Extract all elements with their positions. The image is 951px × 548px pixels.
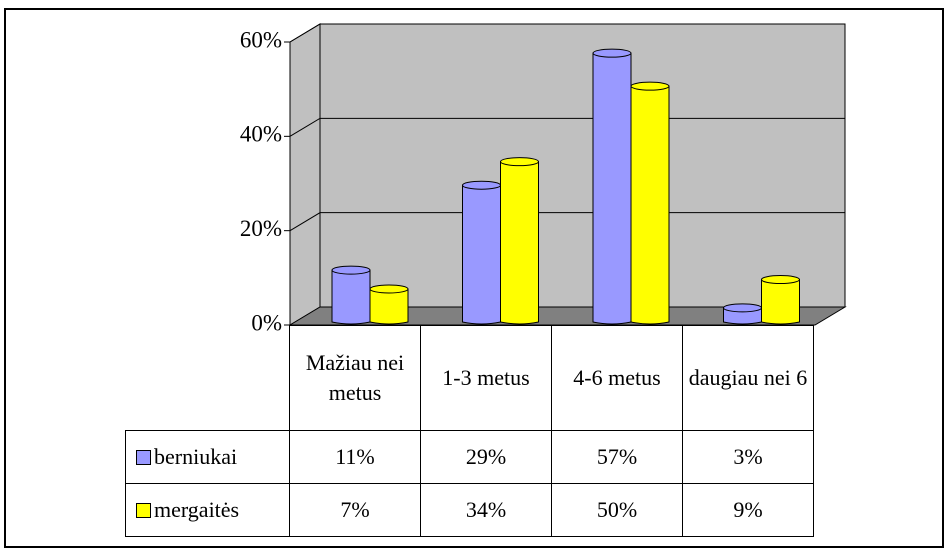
bar-top (462, 180, 501, 190)
side-wall (289, 23, 321, 326)
bar-body (592, 52, 632, 325)
bar (331, 265, 371, 325)
bar (462, 180, 501, 325)
category-label: Mažiau nei metus (289, 325, 421, 431)
back-wall (319, 23, 846, 308)
value-label: 7% (289, 483, 421, 537)
blank (125, 325, 290, 431)
category-label: 4-6 metus (551, 325, 683, 431)
bar (500, 157, 539, 325)
category-label: daugiau nei 6 (682, 325, 814, 431)
bar-body (630, 85, 670, 325)
bar-top (723, 303, 762, 313)
value-label: 34% (420, 483, 552, 537)
bar (761, 275, 800, 325)
series-row: berniukai 11% 29% 57% 3% (125, 430, 814, 484)
page: 0% 20% 40% 60% Mažiau nei metus 1-3 metus 4-6… (4, 8, 944, 548)
bar (630, 81, 670, 325)
value-label: 29% (420, 430, 552, 484)
legend-entry: mergaitės (125, 483, 290, 537)
category-label: 1-3 metus (420, 325, 552, 431)
legend-label: berniukai (154, 444, 238, 469)
data-table: Mažiau nei metus 1-3 metus 4-6 metus daugia… (125, 325, 814, 537)
bar (723, 303, 762, 325)
chart: 0%20%40%60% (240, 23, 847, 335)
value-label: 9% (682, 483, 814, 537)
value-label: 57% (551, 430, 683, 484)
bar (592, 48, 632, 325)
bar-body (331, 269, 371, 325)
grid-line (289, 23, 845, 43)
grid-line (289, 117, 845, 137)
bar-top (630, 81, 670, 91)
bar-body (462, 184, 501, 325)
header-row: Mažiau nei metus 1-3 metus 4-6 metus daugia… (125, 325, 814, 431)
bar (369, 284, 409, 325)
series-row: mergaitės 7% 34% 50% 9% (125, 483, 814, 537)
legend-label: mergaitės (154, 497, 240, 522)
value-label: 11% (289, 430, 421, 484)
legend-key (136, 450, 151, 465)
legend-key (136, 503, 151, 518)
bar-body (761, 279, 800, 325)
bar-top (500, 157, 539, 167)
value-label: 3% (682, 430, 814, 484)
y-tick-label: 60% (240, 27, 282, 52)
bar-body (500, 161, 539, 325)
y-tick-label: 40% (240, 122, 282, 147)
bar-top (331, 265, 371, 275)
y-tick-label: 20% (240, 216, 282, 241)
bar-top (369, 284, 409, 294)
bar-top (761, 275, 800, 285)
value-label: 50% (551, 483, 683, 537)
bar-body (369, 288, 409, 325)
bar-top (592, 48, 632, 58)
legend-entry: berniukai (125, 430, 290, 484)
grid-line (289, 212, 845, 232)
